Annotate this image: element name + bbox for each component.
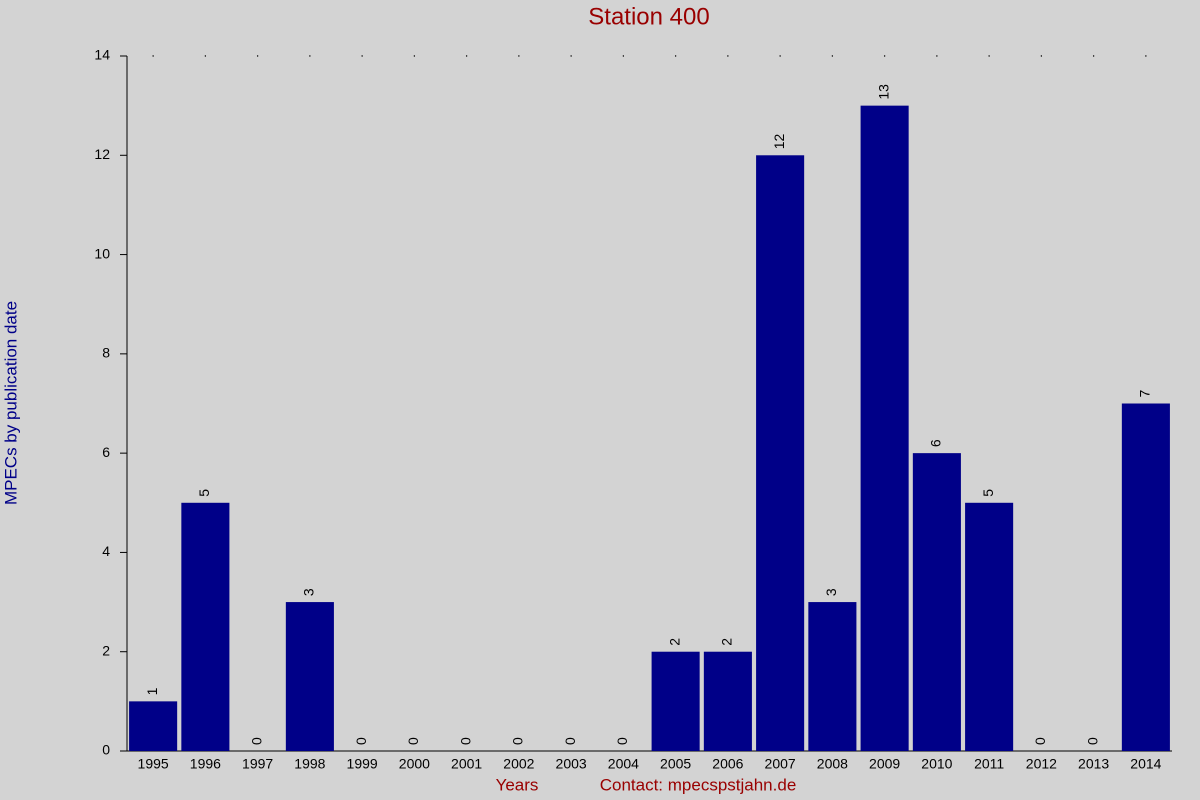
top-tick — [674, 55, 677, 57]
bar — [129, 701, 178, 751]
x-tick-label: 1995 — [138, 756, 169, 772]
y-tick-label: 14 — [94, 47, 110, 63]
x-tick-label: 2001 — [451, 756, 482, 772]
value-label: 2 — [666, 638, 682, 646]
value-label: 3 — [823, 588, 839, 596]
y-tick-label: 0 — [102, 742, 110, 758]
top-tick — [413, 55, 416, 57]
x-tick-label: 2003 — [556, 756, 587, 772]
chart-title: Station 400 — [588, 3, 709, 30]
x-tick-label: 2011 — [974, 756, 1004, 772]
bar — [181, 502, 230, 751]
y-tick-label: 8 — [102, 345, 110, 361]
top-tick — [256, 55, 259, 57]
top-tick — [831, 55, 834, 57]
bar — [1121, 403, 1170, 751]
y-tick-label: 6 — [102, 444, 110, 460]
x-tick-label: 2005 — [660, 756, 691, 772]
top-tick — [1145, 55, 1147, 57]
y-tick-label: 12 — [94, 146, 110, 162]
y-tick-label: 10 — [94, 245, 110, 261]
top-tick — [518, 55, 520, 57]
value-label: 12 — [771, 133, 787, 149]
x-tick-label: 2008 — [817, 756, 848, 772]
value-label: 13 — [875, 84, 891, 100]
top-tick — [1092, 55, 1095, 57]
x-tick-label: 2009 — [869, 756, 900, 772]
top-tick — [152, 55, 154, 57]
top-tick — [883, 55, 886, 57]
x-tick-label: 2014 — [1130, 756, 1161, 772]
x-tick-label: 2012 — [1026, 756, 1057, 772]
value-label: 0 — [353, 737, 369, 745]
value-label: 0 — [1084, 737, 1100, 745]
bar — [808, 602, 857, 751]
bar — [912, 453, 961, 751]
annotation: Contact: mpecspstjahn.de — [600, 775, 797, 794]
y-tick-label: 2 — [102, 642, 110, 658]
top-tick — [309, 55, 311, 57]
bar — [285, 602, 334, 751]
value-label: 1 — [144, 687, 160, 695]
x-axis-label: Years — [496, 775, 539, 794]
bar — [860, 105, 909, 751]
x-tick-label: 1997 — [242, 756, 273, 772]
value-label: 5 — [980, 489, 996, 497]
top-tick — [570, 55, 572, 57]
bar — [651, 651, 700, 751]
x-tick-label: 2010 — [921, 756, 952, 772]
top-tick — [779, 55, 781, 57]
top-tick — [936, 55, 938, 57]
value-label: 0 — [405, 737, 421, 745]
top-tick — [1040, 55, 1043, 57]
x-tick-label: 1996 — [190, 756, 221, 772]
x-tick-label: 1998 — [294, 756, 325, 772]
bar — [703, 651, 752, 751]
value-label: 3 — [301, 588, 317, 596]
top-tick — [465, 55, 468, 57]
x-tick-label: 2004 — [608, 756, 639, 772]
x-tick-label: 2002 — [503, 756, 534, 772]
top-tick — [622, 55, 625, 57]
value-label: 5 — [196, 489, 212, 497]
x-tick-label: 1999 — [347, 756, 378, 772]
bar — [756, 155, 805, 752]
top-tick — [988, 55, 990, 57]
value-label: 0 — [562, 737, 578, 745]
y-axis-label: MPECs by publication date — [1, 301, 20, 505]
value-label: 0 — [614, 737, 630, 745]
x-tick-label: 2006 — [712, 756, 743, 772]
x-tick-label: 2013 — [1078, 756, 1109, 772]
value-label: 0 — [248, 737, 264, 745]
x-tick-label: 2007 — [765, 756, 796, 772]
value-label: 0 — [1032, 737, 1048, 745]
top-tick — [361, 55, 363, 57]
x-tick-label: 2000 — [399, 756, 430, 772]
value-label: 6 — [928, 439, 944, 447]
value-label: 0 — [510, 737, 526, 745]
value-label: 7 — [1137, 390, 1153, 398]
value-label: 0 — [457, 737, 473, 745]
y-tick-label: 4 — [102, 543, 110, 559]
bar — [965, 502, 1014, 751]
top-tick — [204, 55, 207, 57]
value-label: 2 — [719, 638, 735, 646]
top-tick — [727, 55, 729, 57]
